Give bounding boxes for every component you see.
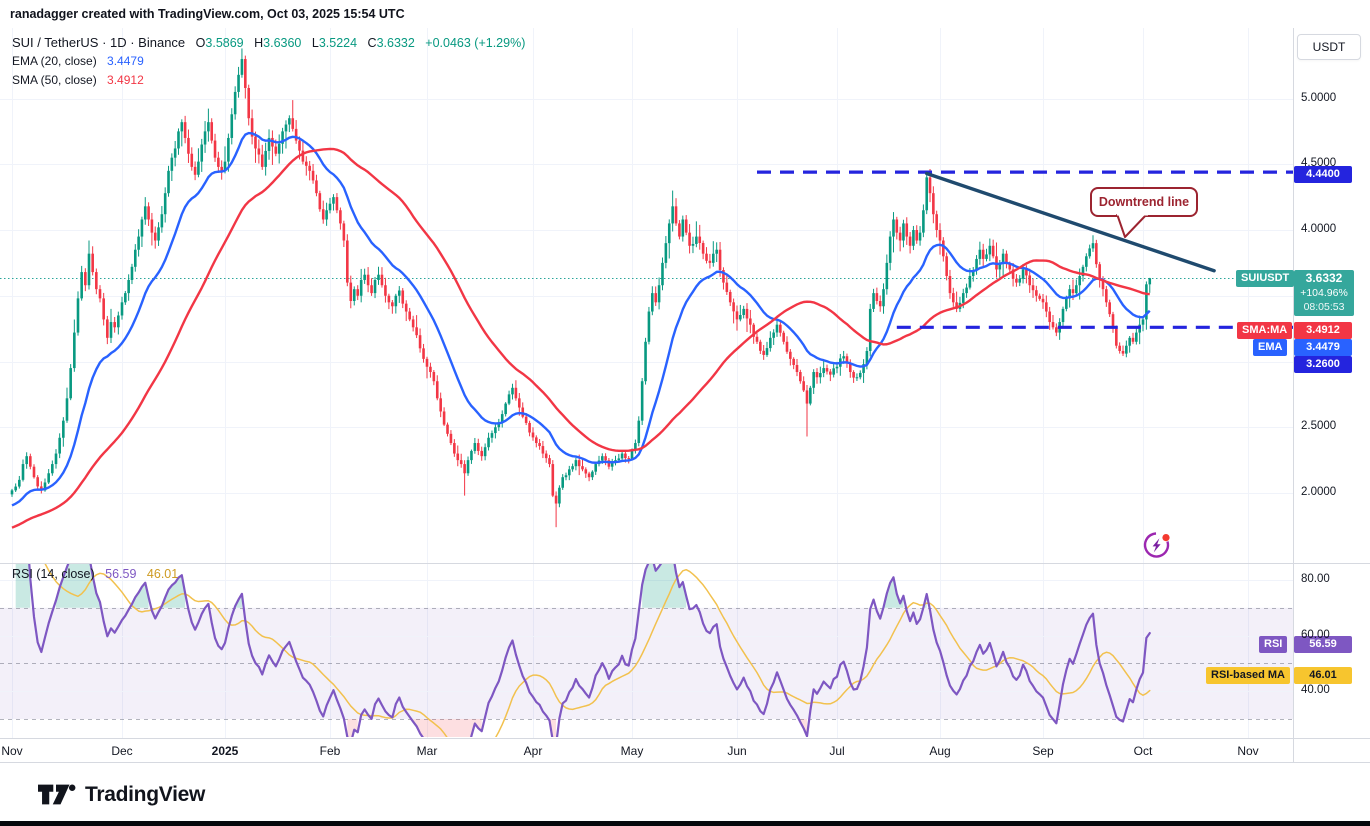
rsi-value: 56.59 <box>105 567 137 581</box>
rsi-value-label: 56.59 <box>1294 636 1352 653</box>
time-axis-label: Aug <box>929 744 951 758</box>
symbol-tag: SUIUSDT <box>1236 270 1295 287</box>
rsi-tick: 80.00 <box>1301 573 1330 585</box>
sma-label: SMA (50, close) <box>12 73 97 87</box>
ema-label: EMA (20, close) <box>12 54 97 68</box>
ohlc-high-label: H <box>254 36 264 50</box>
price-tick: 2.5000 <box>1301 420 1337 433</box>
sma-legend-row[interactable]: SMA (50, close) 3.4912 <box>12 73 525 92</box>
price-tick: 2.0000 <box>1301 486 1337 498</box>
rsi-legend[interactable]: RSI (14, close) 56.59 46.01 <box>12 567 178 581</box>
ohlc-high-value: 3.6360 <box>263 36 302 50</box>
price-tick: 4.5000 <box>1301 157 1337 170</box>
time-axis-label: Sep <box>1032 744 1054 758</box>
rsi-ma-value-label: 46.01 <box>1294 667 1352 684</box>
price-chart-canvas[interactable] <box>0 28 1293 763</box>
change-percent: +104.96% <box>1300 287 1348 299</box>
ema-tag: EMA <box>1253 339 1288 356</box>
ema-legend-row[interactable]: EMA (20, close) 3.4479 <box>12 54 525 73</box>
attribution-text: ranadagger created with TradingView.com,… <box>10 7 405 21</box>
symbol-legend-row[interactable]: SUI / TetherUS · 1D · Binance O3.5869 H3… <box>12 35 525 54</box>
time-axis-label: Jul <box>829 744 845 758</box>
change-value: +0.0463 (+1.29%) <box>425 36 526 50</box>
price-tick: 5.0000 <box>1301 91 1337 104</box>
usdt-currency-button[interactable]: USDT <box>1297 34 1361 60</box>
time-axis-label: Nov <box>1237 744 1259 758</box>
time-axis-label: May <box>620 744 644 758</box>
last-price-label: 3.6332 +104.96% 08:05:53 <box>1294 270 1354 316</box>
axis-divider <box>0 738 1370 739</box>
chart-legend: SUI / TetherUS · 1D · Binance O3.5869 H3… <box>12 35 525 92</box>
sma-price-label: 3.4912 <box>1294 322 1352 339</box>
ohlc-open-value: 3.5869 <box>205 36 244 50</box>
chart-area: SUI / TetherUS · 1D · Binance O3.5869 H3… <box>0 28 1370 763</box>
lightning-icon <box>1143 532 1170 558</box>
last-price-value: 3.6332 <box>1305 271 1343 285</box>
rsi-ma-value: 46.01 <box>146 567 179 581</box>
time-axis-label: Mar <box>416 744 438 758</box>
tradingview-logo[interactable]: TradingView <box>36 781 205 808</box>
rsi-tag: RSI <box>1259 636 1288 653</box>
rsi-tick: 60.00 <box>1301 628 1330 641</box>
attribution-bar: ranadagger created with TradingView.com,… <box>0 0 1370 29</box>
time-axis-label: Apr <box>523 744 543 758</box>
time-axis-label: Dec <box>111 744 133 758</box>
sma-tag: SMA:MA <box>1237 322 1293 339</box>
level-3.26-label: 3.2600 <box>1294 356 1352 373</box>
rsi-ma-tag: RSI-based MA <box>1206 667 1290 684</box>
ema-value: 3.4479 <box>107 54 144 68</box>
ohlc-low-label: L <box>311 36 319 50</box>
ohlc-close-value: 3.6332 <box>376 36 415 50</box>
rsi-tick: 40.00 <box>1301 684 1330 697</box>
time-axis-label: Feb <box>319 744 341 758</box>
level-4.44-label: 4.4400 <box>1294 166 1352 183</box>
bottom-strip <box>0 821 1370 826</box>
rsi-label: RSI (14, close) <box>12 567 95 581</box>
tradingview-logo-icon <box>38 784 76 805</box>
time-axis-label: Jun <box>727 744 747 758</box>
price-tick: 4.0000 <box>1301 223 1337 235</box>
sma-value: 3.4912 <box>107 73 144 87</box>
panel-divider[interactable] <box>0 563 1370 564</box>
ohlc-open-label: O <box>195 36 206 50</box>
time-axis-label: 2025 <box>211 744 239 758</box>
time-axis-label: Nov <box>1 744 23 758</box>
symbol-title: SUI / TetherUS · 1D · Binance <box>12 35 186 50</box>
tradingview-logo-text: TradingView <box>85 782 206 806</box>
ohlc-close-label: C <box>367 36 377 50</box>
bar-countdown: 08:05:53 <box>1303 301 1345 313</box>
callout-tail <box>1116 213 1148 238</box>
ohlc-low-value: 3.5224 <box>318 36 358 50</box>
chart-bottom-border <box>0 762 1370 763</box>
downtrend-callout[interactable]: Downtrend line <box>1090 187 1198 217</box>
ema-price-label: 3.4479 <box>1294 339 1352 356</box>
time-axis-label: Oct <box>1133 744 1153 758</box>
